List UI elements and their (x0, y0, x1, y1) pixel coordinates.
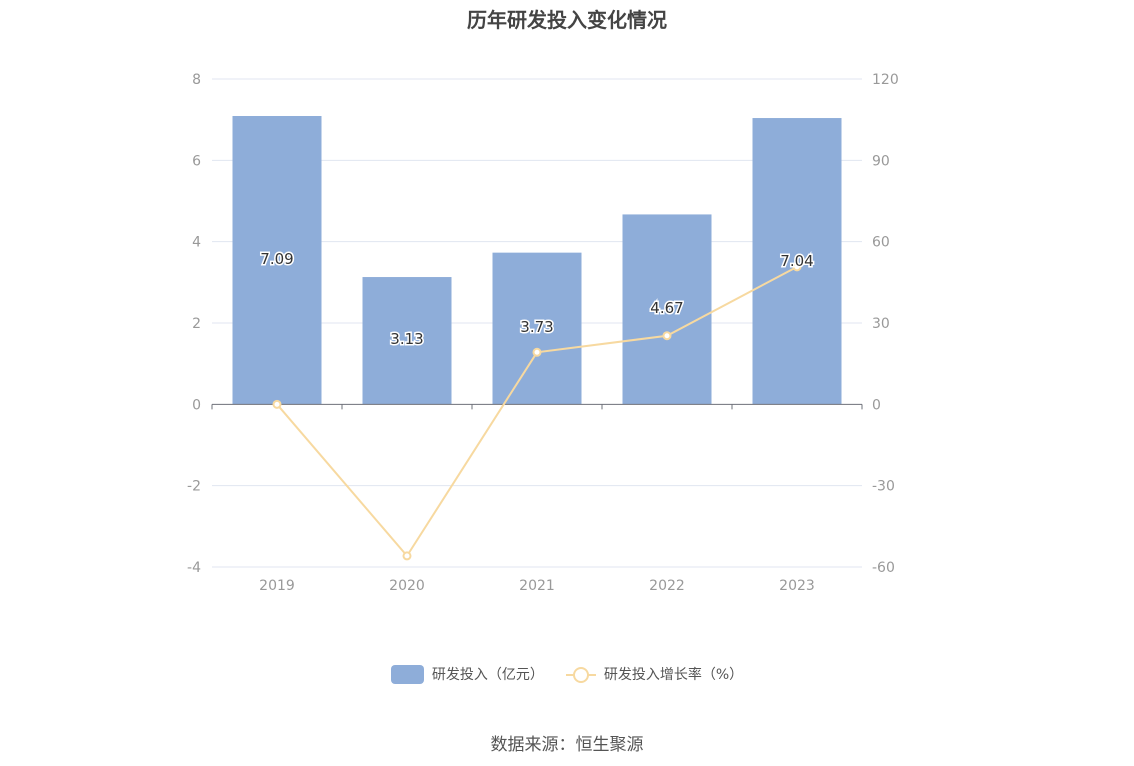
left-tick-label: 6 (192, 153, 201, 169)
bar-value-label: 4.67 (650, 299, 683, 317)
left-tick-label: 0 (192, 397, 201, 413)
bar-value-label: 3.73 (520, 318, 553, 336)
bar (492, 252, 582, 405)
bar-value-label: 7.04 (780, 252, 813, 270)
right-tick-label: 90 (872, 153, 890, 169)
right-tick-label: 30 (872, 316, 890, 332)
legend-label-bar: 研发投入（亿元） (431, 667, 544, 683)
bar-swatch-icon (390, 664, 424, 684)
right-tick-label: 120 (872, 72, 899, 88)
growth-point (662, 331, 672, 341)
left-axis-ticks: -4 -2 0 2 4 6 8 (187, 72, 201, 576)
left-tick-label: 2 (192, 316, 201, 332)
category-label: 2019 (259, 578, 295, 594)
bar (752, 118, 842, 405)
bar-labels: 7.09 3.13 3.73 4.67 7.04 (259, 249, 815, 350)
right-tick-label: -60 (872, 560, 895, 576)
bar (362, 277, 452, 405)
left-tick-label: 4 (192, 235, 201, 251)
category-label: 2021 (519, 578, 555, 594)
legend-item-bar[interactable]: 研发投入（亿元） (390, 664, 544, 684)
category-label: 2022 (649, 578, 685, 594)
bar-value-label: 3.13 (390, 330, 423, 348)
left-tick-label: -4 (187, 560, 201, 576)
chart-title: 历年研发投入变化情况 (467, 8, 667, 32)
legend-label-line: 研发投入增长率（%） (603, 667, 744, 683)
right-tick-label: -30 (872, 479, 895, 495)
line-series (272, 262, 802, 561)
right-tick-label: 60 (872, 235, 890, 251)
growth-point (272, 399, 282, 409)
bar (232, 116, 322, 405)
category-label: 2020 (389, 578, 425, 594)
left-tick-label: -2 (187, 479, 201, 495)
growth-point (792, 262, 802, 272)
category-label: 2023 (779, 578, 815, 594)
bar (622, 214, 712, 405)
line-swatch-icon (565, 665, 596, 684)
right-tick-label: 0 (872, 397, 881, 413)
right-axis-ticks: -60 -30 0 30 60 90 120 (872, 72, 899, 576)
legend-item-line[interactable]: 研发投入增长率（%） (565, 664, 744, 684)
data-source: 数据来源：恒生聚源 (490, 735, 644, 755)
legend: 研发投入（亿元） 研发投入增长率（%） (0, 664, 1134, 684)
growth-point (532, 347, 542, 357)
bar-series (232, 116, 842, 405)
x-axis (211, 403, 863, 410)
bar-value-label: 7.09 (260, 250, 293, 268)
growth-point (402, 551, 412, 561)
left-tick-label: 8 (192, 72, 201, 88)
category-labels: 2019 2020 2021 2022 2023 (259, 578, 815, 594)
